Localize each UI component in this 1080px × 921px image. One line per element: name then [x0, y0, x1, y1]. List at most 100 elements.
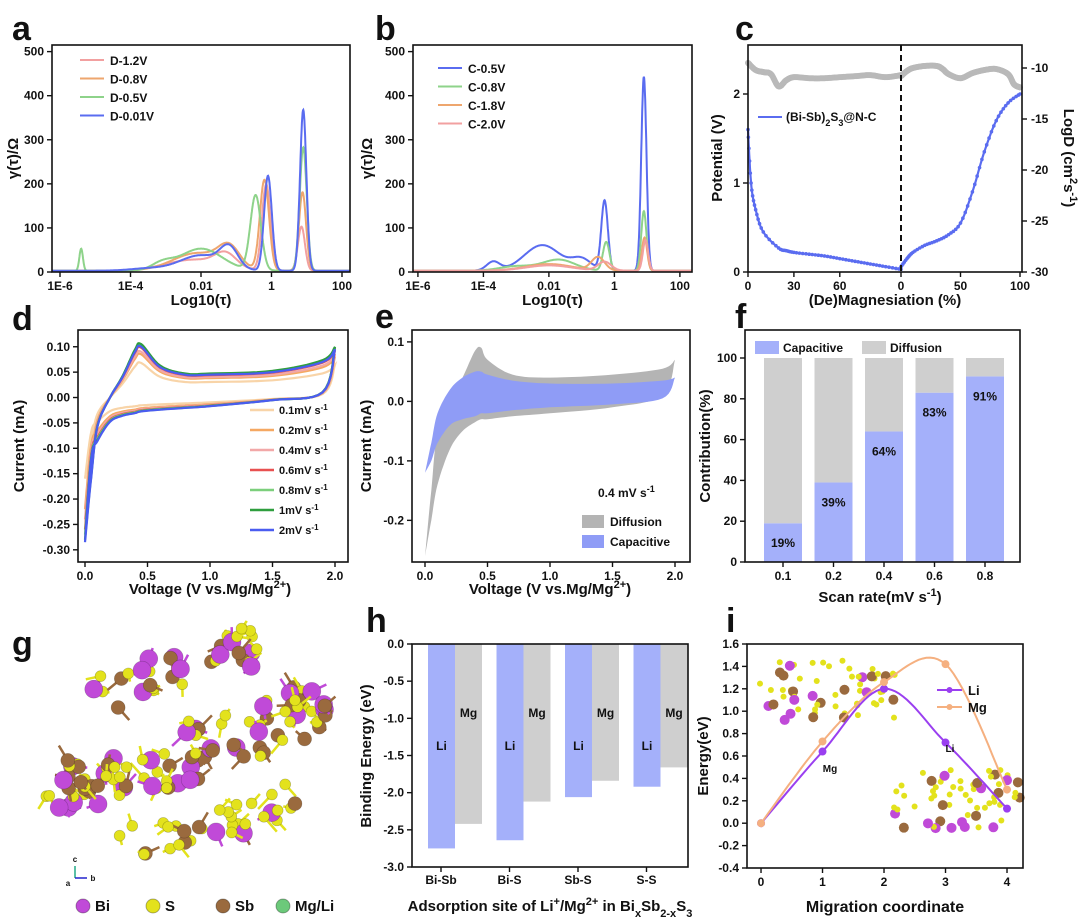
y-tick-label: -0.05	[43, 416, 71, 430]
potential-point	[753, 207, 758, 212]
atom	[191, 819, 207, 835]
potential-point	[810, 252, 815, 257]
y-tick-label: 0	[733, 265, 740, 279]
bar-li	[428, 644, 455, 849]
potential-point	[774, 243, 778, 248]
y-tick-label: 40	[724, 473, 738, 487]
atom	[986, 800, 993, 807]
atom	[890, 714, 897, 721]
x-axis-label: Voltage (V vs.Mg/Mg2+)	[469, 579, 631, 598]
x-tick-label: 2.0	[667, 569, 684, 583]
legend-atom-2	[215, 898, 231, 914]
panel-letter-g: g	[12, 625, 33, 663]
x-tick-label: 1	[611, 279, 618, 293]
x-tick-label: 30	[787, 279, 801, 293]
potential-point	[1001, 106, 1006, 111]
legend-label: C-0.5V	[468, 62, 505, 76]
potential-point	[838, 256, 842, 261]
potential-point	[987, 136, 991, 140]
atom	[870, 700, 877, 707]
data-label: 91%	[973, 389, 997, 403]
data-label: 83%	[922, 406, 946, 420]
y-axis-label: γ(τ)/Ω	[5, 138, 22, 179]
atom	[162, 758, 177, 774]
atom	[287, 796, 303, 811]
potential-point	[989, 129, 994, 134]
atom	[311, 716, 323, 729]
atom	[73, 774, 89, 790]
potential-point	[1011, 96, 1016, 101]
atom	[986, 767, 993, 774]
potential-point	[865, 261, 870, 266]
atom	[778, 670, 789, 681]
atom	[114, 771, 126, 783]
potential-point	[894, 266, 898, 271]
potential-point	[816, 253, 821, 258]
potential-point	[970, 190, 975, 194]
x-axis-label: Voltage (V vs.Mg/Mg2+)	[129, 579, 291, 598]
atom	[911, 803, 918, 810]
atom	[780, 693, 787, 700]
y-tick-label: 2	[733, 87, 740, 101]
atom	[254, 750, 267, 762]
bar-diffusion	[966, 358, 1004, 377]
y-axis-label-right: LogD (cm2s-1)	[1060, 109, 1079, 207]
y-tick-label: -30	[1031, 265, 1049, 279]
atom	[250, 643, 263, 655]
potential-point	[984, 143, 989, 147]
atom	[239, 818, 252, 830]
x-tick-label: 0	[745, 279, 752, 293]
atom	[972, 778, 983, 789]
x-tick-label: 1.5	[264, 569, 281, 583]
bar-label: Mg	[665, 706, 682, 720]
x-axis-label: (De)Magnesiation (%)	[809, 292, 962, 309]
legend-label: Mg/Li	[295, 898, 334, 915]
legend-label: Capacitive	[610, 535, 670, 549]
atom	[297, 731, 312, 747]
scan-rate-annotation: 0.4 mV s-1	[598, 484, 655, 500]
potential-point	[862, 261, 867, 265]
x-tick-label: 0.6	[926, 569, 943, 583]
y-tick-label: -0.30	[43, 543, 71, 557]
y-tick-label: 1.6	[722, 637, 739, 651]
y-tick-label: 300	[24, 133, 44, 147]
potential-point	[999, 110, 1003, 114]
y-axis-label: Contribution(%)	[697, 389, 714, 502]
atom	[922, 818, 933, 829]
atom	[988, 822, 999, 833]
bar-label: Li	[573, 739, 584, 753]
y-tick-label: -0.20	[43, 492, 71, 506]
bar-li	[496, 644, 524, 841]
atom	[279, 778, 291, 791]
potential-point	[994, 118, 998, 123]
atom	[279, 705, 292, 718]
x-tick-label: 0.2	[825, 569, 842, 583]
atom	[939, 770, 950, 781]
y-tick-label: 0.0	[387, 637, 404, 651]
atom	[820, 659, 827, 666]
atom	[785, 708, 796, 719]
potential-point	[841, 257, 845, 261]
potential-point	[761, 230, 766, 234]
y-tick-label: 0	[398, 265, 405, 279]
bar-capacitive	[865, 431, 903, 562]
legend-marker	[946, 687, 953, 693]
panel-letter-b: b	[375, 10, 396, 48]
y-tick-label: -3.0	[383, 860, 404, 874]
bar-li	[633, 644, 661, 787]
atom	[110, 700, 126, 715]
atom	[991, 798, 998, 805]
y-tick-label: -0.1	[383, 454, 404, 468]
legend-label: (Bi-Sb)2S3@N-C	[786, 110, 877, 128]
potential-point	[844, 257, 848, 262]
atom	[807, 690, 818, 701]
potential-point	[890, 266, 895, 270]
potential-point	[996, 114, 1001, 118]
atom	[132, 660, 152, 680]
y-tick-label: 100	[24, 221, 44, 235]
potential-point	[831, 255, 836, 260]
y-axis-label: γ(τ)/Ω	[359, 138, 376, 179]
atom	[796, 675, 803, 682]
atom	[919, 769, 926, 776]
atom	[84, 679, 104, 699]
